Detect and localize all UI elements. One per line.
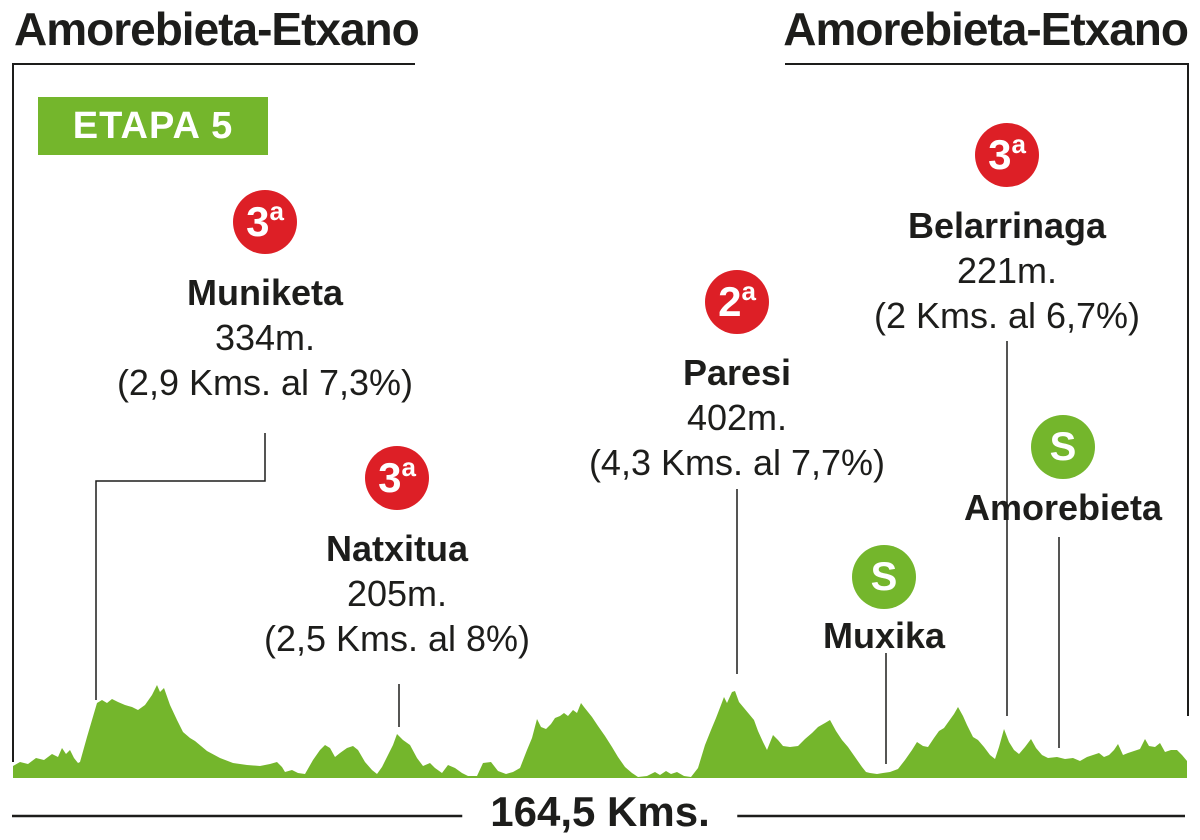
total-distance-label: 164,5 Kms. xyxy=(462,788,738,836)
category-suffix: a xyxy=(1011,129,1026,159)
climb-altitude: 402m. xyxy=(686,397,788,438)
category-number: 3 xyxy=(378,454,402,501)
category-suffix: a xyxy=(401,452,416,482)
category-suffix: a xyxy=(741,276,756,306)
category-number: 3 xyxy=(988,131,1012,178)
climb-altitude: 205m. xyxy=(346,573,448,614)
frame-line-left xyxy=(12,63,415,762)
climb-altitude: 221m. xyxy=(956,250,1058,291)
stage-badge: ETAPA 5 xyxy=(38,97,268,155)
climb-name: Natxitua xyxy=(325,528,469,569)
sprint-marker-amorebieta: S Amorebieta xyxy=(943,415,1183,530)
climb-name: Muniketa xyxy=(186,272,344,313)
category-number: 2 xyxy=(718,278,742,325)
sprint-name: Muxika xyxy=(822,615,946,656)
climb-detail: (4,3 Kms. al 7,7%) xyxy=(588,442,886,483)
start-town-title: Amorebieta-Etxano xyxy=(14,3,420,55)
sprint-badge-icon: S xyxy=(852,545,916,609)
category-number: 3 xyxy=(246,198,270,245)
frame-line-right xyxy=(785,63,1189,716)
climb-detail: (2 Kms. al 6,7%) xyxy=(873,295,1141,336)
climb-altitude: 334m. xyxy=(214,317,316,358)
sprint-symbol: S xyxy=(1049,425,1077,469)
category-suffix: a xyxy=(269,196,284,226)
sprint-symbol: S xyxy=(870,555,898,599)
climb-name: Belarrinaga xyxy=(907,205,1107,246)
climb-detail: (2,5 Kms. al 8%) xyxy=(263,618,531,659)
sprint-name: Amorebieta xyxy=(963,487,1163,528)
profile-area xyxy=(13,685,1187,778)
climb-detail: (2,9 Kms. al 7,3%) xyxy=(116,362,414,403)
sprint-badge-icon: S xyxy=(1031,415,1095,479)
connector-muniketa xyxy=(95,433,266,700)
finish-town-title: Amorebieta-Etxano xyxy=(783,3,1189,55)
climb-name: Paresi xyxy=(682,352,792,393)
sprint-marker-muxika: S Muxika xyxy=(784,545,984,658)
